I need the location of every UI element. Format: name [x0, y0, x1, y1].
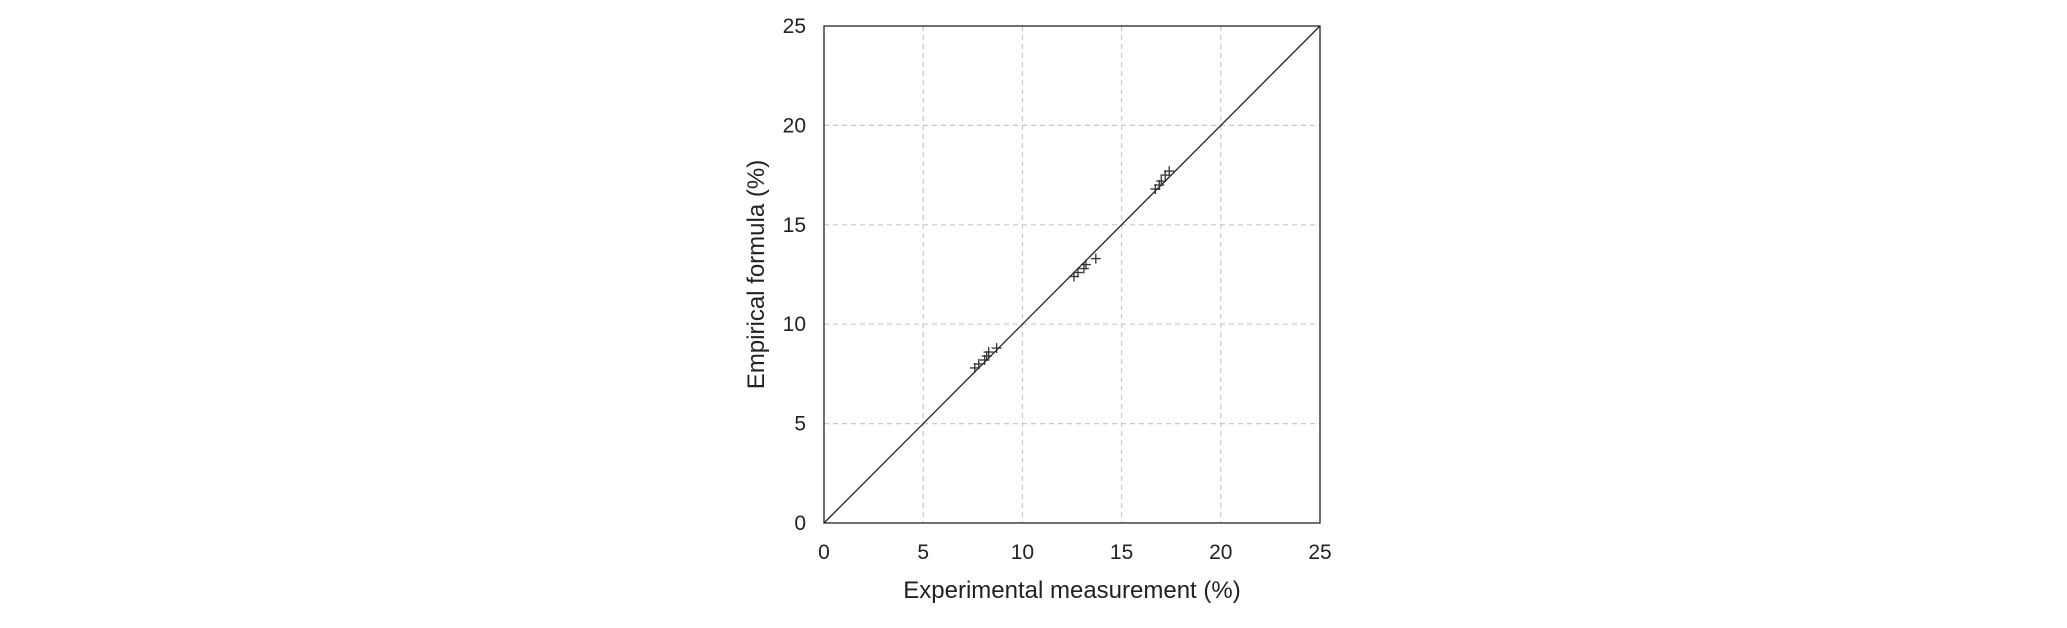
y-tick-label-2: 10 — [783, 313, 806, 336]
x-tick-label-1: 5 — [917, 541, 929, 564]
y-axis-title: Empirical formula (%) — [743, 160, 770, 389]
data-point-0-9 — [1080, 259, 1091, 270]
y-tick-label-5: 25 — [783, 15, 806, 38]
x-tick-label-2: 10 — [1011, 541, 1034, 564]
data-point-0-7 — [1072, 267, 1083, 278]
reference-line-y-equals-x — [823, 25, 1321, 524]
grid-lines — [824, 26, 1320, 523]
y-tick-label-4: 20 — [783, 114, 806, 137]
y-tick-label-1: 5 — [794, 413, 806, 436]
x-tick-label-0: 0 — [818, 541, 830, 564]
data-point-0-1 — [973, 358, 984, 369]
data-point-0-15 — [1164, 166, 1175, 177]
x-tick-label-3: 15 — [1110, 541, 1133, 564]
data-points — [969, 166, 1175, 373]
y-tick-label-0: 0 — [794, 512, 806, 535]
x-tick-label-5: 25 — [1308, 541, 1331, 564]
data-point-0-5 — [991, 343, 1002, 354]
x-axis-title: Experimental measurement (%) — [903, 577, 1240, 604]
plot-frame — [823, 25, 1321, 524]
y-tick-label-3: 15 — [783, 214, 806, 237]
x-tick-labels: 0 5 10 15 20 25 — [818, 541, 1332, 564]
y-tick-labels: 0 5 10 15 20 25 — [783, 15, 806, 535]
data-point-0-13 — [1156, 176, 1167, 187]
data-point-0-10 — [1090, 253, 1101, 264]
data-point-0-4 — [983, 347, 994, 358]
x-tick-label-4: 20 — [1209, 541, 1232, 564]
